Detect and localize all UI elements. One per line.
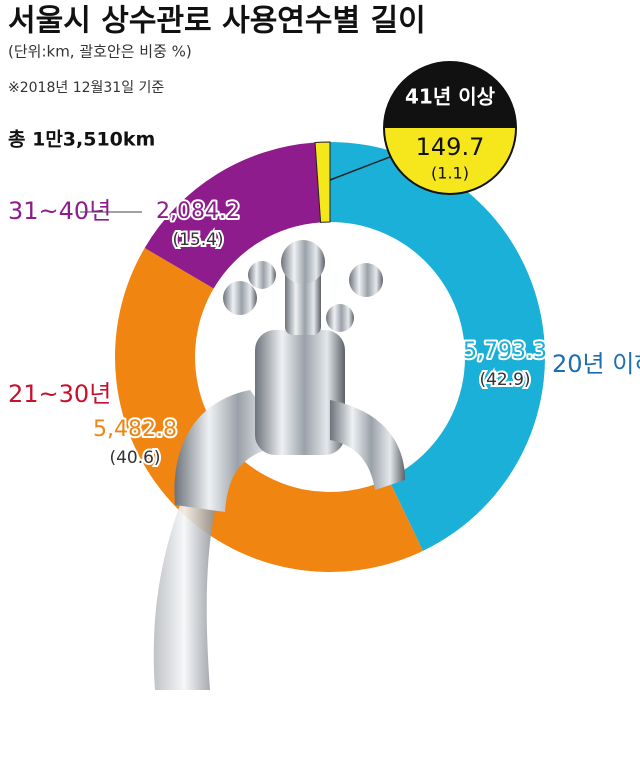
total-label: 총 1만3,510km — [8, 129, 155, 151]
labels: 5,793.3 (42.9) 20년 이하 5,482.8 (40.6) 21~30년 2,… — [8, 61, 640, 470]
donut-segment — [330, 142, 546, 551]
value-label: 149.7 — [416, 133, 485, 161]
category-label: 41년 이상 — [405, 85, 496, 109]
value-label: 5,793.3 — [463, 339, 547, 364]
donut-segment — [314, 141, 331, 223]
callout-ring — [383, 61, 517, 195]
category-label: 31~40년 — [8, 197, 111, 225]
note: ※2018년 12월31일 기준 — [8, 80, 164, 96]
category-label: 21~30년 — [8, 380, 111, 408]
leader-line — [329, 154, 396, 181]
share-label: (1.1) — [431, 164, 469, 183]
subtitle: (단위:km, 괄호안은 비중 %) — [8, 43, 192, 61]
value-label: 5,482.8 — [93, 417, 177, 442]
category-label: 20년 이하 — [552, 350, 640, 378]
donut-segment — [144, 142, 321, 289]
faucet — [153, 240, 405, 690]
share-label: (42.9) — [479, 370, 530, 390]
share-label: (40.6) — [109, 448, 160, 468]
callout-top — [384, 62, 516, 128]
callout-bottom — [384, 128, 516, 194]
share-label: (15.4) — [172, 230, 223, 250]
value-label: 2,084.2 — [156, 199, 240, 224]
chart-title: 서울시 상수관로 사용연수별 길이 — [8, 4, 426, 39]
